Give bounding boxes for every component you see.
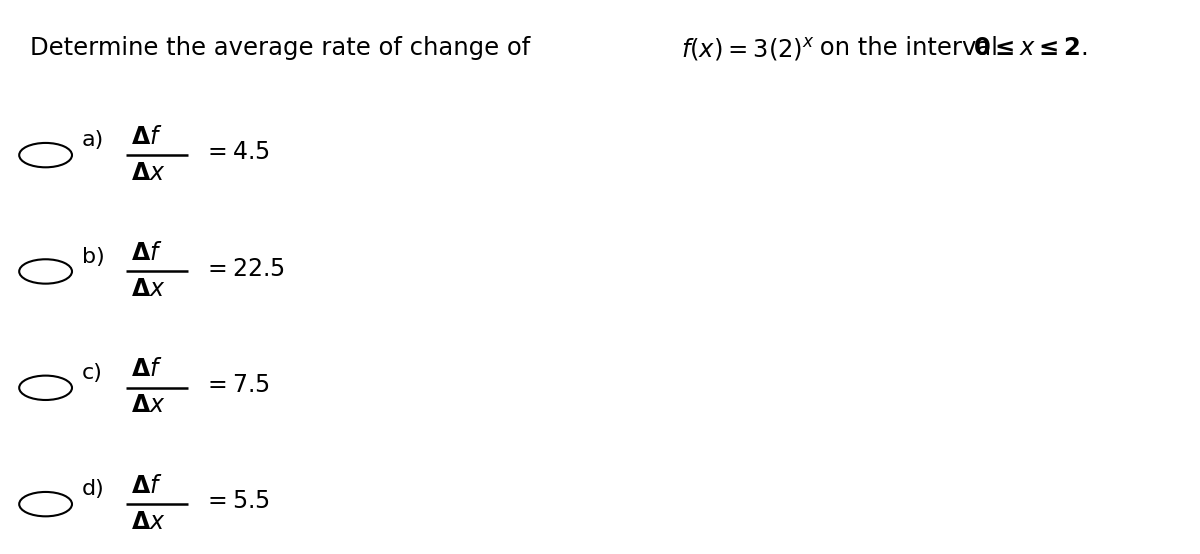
Text: $\mathbf{\Delta \mathit{f}}$: $\mathbf{\Delta \mathit{f}}$ [131,357,162,381]
Text: $= 4.5$: $= 4.5$ [203,140,270,165]
Text: $= 5.5$: $= 5.5$ [203,489,270,514]
Text: $\mathbf{0\leq \mathit{x}\leq 2}$.: $\mathbf{0\leq \mathit{x}\leq 2}$. [973,36,1087,60]
Text: $\mathbf{\Delta \mathit{f}}$: $\mathbf{\Delta \mathit{f}}$ [131,241,162,265]
Text: a): a) [82,130,104,150]
Text: $= 22.5$: $= 22.5$ [203,257,284,281]
Text: $\mathbf{\Delta \mathit{f}}$: $\mathbf{\Delta \mathit{f}}$ [131,125,162,148]
Text: b): b) [82,247,104,266]
Text: $\mathbf{\Delta \mathit{f}}$: $\mathbf{\Delta \mathit{f}}$ [131,474,162,497]
Text: c): c) [82,363,102,383]
Text: $\mathbf{\Delta \mathit{x}}$: $\mathbf{\Delta \mathit{x}}$ [131,277,166,301]
Text: Determine the average rate of change of: Determine the average rate of change of [30,36,538,60]
Text: $= 7.5$: $= 7.5$ [203,373,270,397]
Text: on the interval: on the interval [811,36,1006,60]
Text: $\mathbf{\Delta \mathit{x}}$: $\mathbf{\Delta \mathit{x}}$ [131,393,166,417]
Text: $\mathbf{\Delta \mathit{x}}$: $\mathbf{\Delta \mathit{x}}$ [131,510,166,534]
Text: d): d) [82,479,104,499]
Text: $\mathbf{\Delta \mathit{x}}$: $\mathbf{\Delta \mathit{x}}$ [131,161,166,184]
Text: $\mathit{f}(\mathit{x})\mathit{=}3(2)^{\mathit{x}}$: $\mathit{f}(\mathit{x})\mathit{=}3(2)^{\… [682,36,815,63]
